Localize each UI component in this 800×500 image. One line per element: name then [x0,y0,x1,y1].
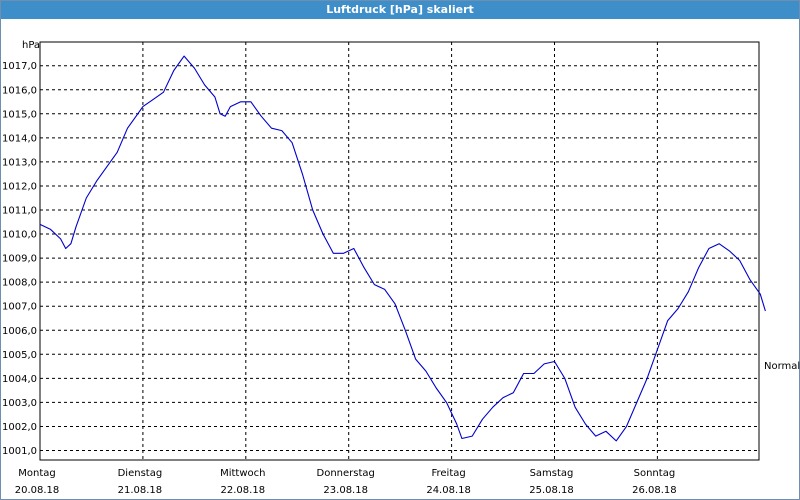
pressure-series-line [39,55,766,442]
series-layer [39,55,766,442]
y-tick-label: 1003,0 [2,398,37,409]
grid [40,42,759,460]
x-tick-date: 24.08.18 [426,485,471,496]
y-axis-ticks: 1001,0 1002,0 1003,0 1004,0 1005,0 1006,0 1007… [2,61,37,457]
x-tick-date: 26.08.18 [632,485,677,496]
y-tick-label: 1015,0 [2,109,37,120]
y-tick-label: 1002,0 [2,422,37,433]
y-tick-label: 1008,0 [2,278,37,289]
x-tick-day: Freitag [431,468,465,479]
y-tick-label: 1001,0 [2,446,37,457]
x-axis-ticks: Montag 20.08.18 Dienstag 21.08.18 Mittwoch 22… [15,468,677,496]
x-tick-day: Mittwoch [220,468,265,479]
x-tick-day: Donnerstag [317,468,375,479]
y-tick-label: 1005,0 [2,350,37,361]
normal-annotation: Normal [764,361,800,372]
chart-title: Luftdruck [hPa] skaliert [1,1,799,19]
y-tick-label: 1014,0 [2,133,37,144]
y-tick-label: 1016,0 [2,85,37,96]
y-tick-label: 1009,0 [2,254,37,265]
plot-area [39,41,760,461]
y-tick-label: 1013,0 [2,157,37,168]
y-tick-label: 1017,0 [2,61,37,72]
y-axis-unit-label: hPa [22,40,40,51]
y-tick-label: 1006,0 [2,326,37,337]
x-tick-date: 23.08.18 [323,485,368,496]
y-tick-label: 1011,0 [2,206,37,217]
y-tick-label: 1004,0 [2,374,37,385]
x-tick-day: Dienstag [118,468,163,479]
x-tick-date: 25.08.18 [529,485,574,496]
x-tick-date: 20.08.18 [15,485,60,496]
x-tick-day: Sonntag [634,468,676,479]
y-tick-label: 1007,0 [2,302,37,313]
y-tick-label: 1012,0 [2,181,37,192]
x-tick-day: Montag [18,468,55,479]
y-tick-label: 1010,0 [2,230,37,241]
x-tick-day: Samstag [530,468,574,479]
x-tick-date: 21.08.18 [118,485,163,496]
x-tick-date: 22.08.18 [221,485,266,496]
